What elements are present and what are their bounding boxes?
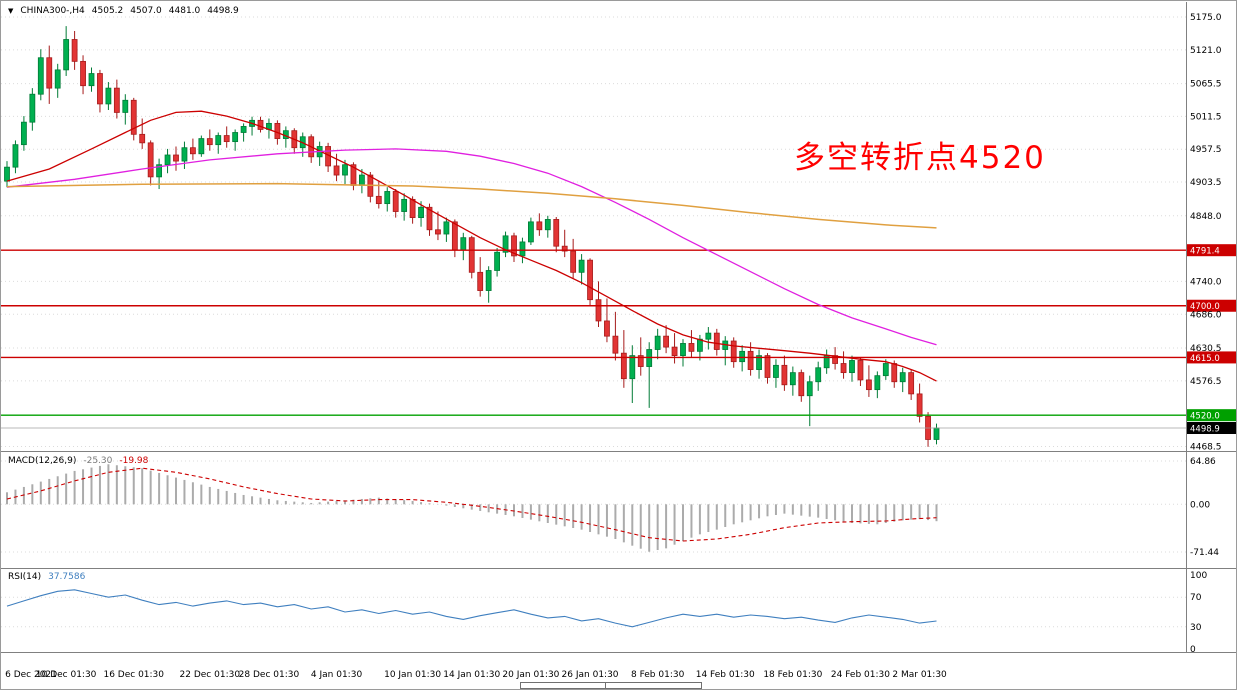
resistance-line-4615: 4615.0 xyxy=(1,351,1236,364)
svg-text:10 Dec 01:30: 10 Dec 01:30 xyxy=(36,670,97,680)
h-scroll-box-left[interactable] xyxy=(520,682,606,689)
svg-text:28 Dec 01:30: 28 Dec 01:30 xyxy=(239,670,300,680)
ma-mid-line xyxy=(6,148,937,346)
svg-text:20 Jan 01:30: 20 Jan 01:30 xyxy=(502,670,559,680)
svg-text:70: 70 xyxy=(1190,593,1202,603)
svg-text:8 Feb 01:30: 8 Feb 01:30 xyxy=(631,670,685,680)
svg-text:4848.0: 4848.0 xyxy=(1190,212,1222,222)
symbol-dropdown-icon[interactable]: ▼ xyxy=(8,6,14,15)
svg-text:5011.5: 5011.5 xyxy=(1190,112,1222,122)
resistance-line-4700: 4700.0 xyxy=(1,299,1236,312)
svg-text:4630.5: 4630.5 xyxy=(1190,344,1222,354)
svg-text:4 Jan 01:30: 4 Jan 01:30 xyxy=(311,670,363,680)
svg-text:4520.0: 4520.0 xyxy=(1190,412,1220,422)
svg-text:0.00: 0.00 xyxy=(1190,500,1210,510)
svg-text:2 Mar 01:30: 2 Mar 01:30 xyxy=(892,670,947,680)
candles xyxy=(4,26,940,447)
svg-text:4700.0: 4700.0 xyxy=(1190,302,1220,312)
svg-text:30: 30 xyxy=(1190,623,1202,633)
ma-slow-line xyxy=(6,182,937,229)
svg-text:4957.5: 4957.5 xyxy=(1190,145,1222,155)
rsi-value: 37.7586 xyxy=(48,572,86,582)
macd-signal-value: -19.98 xyxy=(119,456,149,466)
svg-text:4468.5: 4468.5 xyxy=(1190,442,1222,452)
rsi-axis-labels: 100 70 30 0 xyxy=(1190,571,1207,655)
h-scroll-box-right[interactable] xyxy=(605,682,702,689)
last-price-line: 4498.9 xyxy=(1,422,1236,434)
title-low-value: 4481.0 xyxy=(168,6,201,16)
svg-text:14 Feb 01:30: 14 Feb 01:30 xyxy=(696,670,755,680)
svg-text:4576.5: 4576.5 xyxy=(1190,377,1222,387)
macd-histogram xyxy=(6,464,938,552)
svg-text:4791.4: 4791.4 xyxy=(1190,247,1220,257)
svg-text:14 Jan 01:30: 14 Jan 01:30 xyxy=(443,670,500,680)
svg-text:5121.0: 5121.0 xyxy=(1190,46,1222,56)
panel-separators xyxy=(1,2,1236,653)
rsi-label: RSI(14) xyxy=(8,572,42,582)
svg-text:26 Jan 01:30: 26 Jan 01:30 xyxy=(562,670,619,680)
macd-axis-labels: 64.86 0.00 -71.44 xyxy=(1190,457,1219,558)
svg-text:6 Dec 2021: 6 Dec 2021 xyxy=(5,670,57,680)
chart-title-bar: ▼ CHINA300-,H4 4505.2 4507.0 4481.0 4498… xyxy=(8,6,239,16)
svg-text:16 Dec 01:30: 16 Dec 01:30 xyxy=(103,670,164,680)
svg-text:4903.5: 4903.5 xyxy=(1190,178,1222,188)
svg-text:4740.0: 4740.0 xyxy=(1190,277,1222,287)
macd-label: MACD(12,26,9) xyxy=(8,456,77,466)
svg-text:22 Dec 01:30: 22 Dec 01:30 xyxy=(180,670,241,680)
resistance-line-4791: 4791.4 xyxy=(1,244,1236,257)
svg-text:5175.0: 5175.0 xyxy=(1190,13,1222,23)
rsi-title-bar: RSI(14) 37.7586 xyxy=(8,572,85,582)
svg-text:100: 100 xyxy=(1190,571,1207,581)
svg-text:10 Jan 01:30: 10 Jan 01:30 xyxy=(384,670,441,680)
rsi-line xyxy=(6,589,937,628)
macd-signal-line xyxy=(6,467,937,542)
annotation-text: 多空转折点4520 xyxy=(794,140,1046,176)
svg-text:4498.9: 4498.9 xyxy=(1190,424,1220,434)
svg-text:0: 0 xyxy=(1190,645,1196,655)
svg-text:4686.0: 4686.0 xyxy=(1190,310,1222,320)
title-close-value: 4498.9 xyxy=(207,6,239,16)
symbol-period-label: CHINA300-,H4 xyxy=(20,6,85,16)
ma-fast-line xyxy=(6,110,937,382)
support-line-4520: 4520.0 xyxy=(1,409,1236,422)
svg-text:24 Feb 01:30: 24 Feb 01:30 xyxy=(831,670,890,680)
grid-lines xyxy=(1,16,1186,628)
svg-text:18 Feb 01:30: 18 Feb 01:30 xyxy=(763,670,822,680)
svg-text:-71.44: -71.44 xyxy=(1190,548,1219,558)
price-axis-labels: 5175.0 5121.0 5065.5 5011.5 4957.5 4903.5 4848… xyxy=(1190,13,1222,452)
svg-text:4615.0: 4615.0 xyxy=(1190,354,1220,364)
macd-title-bar: MACD(12,26,9) -25.30 -19.98 xyxy=(8,456,148,466)
title-high-value: 4507.0 xyxy=(130,6,162,16)
svg-text:5065.5: 5065.5 xyxy=(1190,80,1222,90)
macd-main-value: -25.30 xyxy=(83,456,113,466)
title-open-value: 4505.2 xyxy=(91,6,124,16)
svg-text:64.86: 64.86 xyxy=(1190,457,1216,467)
